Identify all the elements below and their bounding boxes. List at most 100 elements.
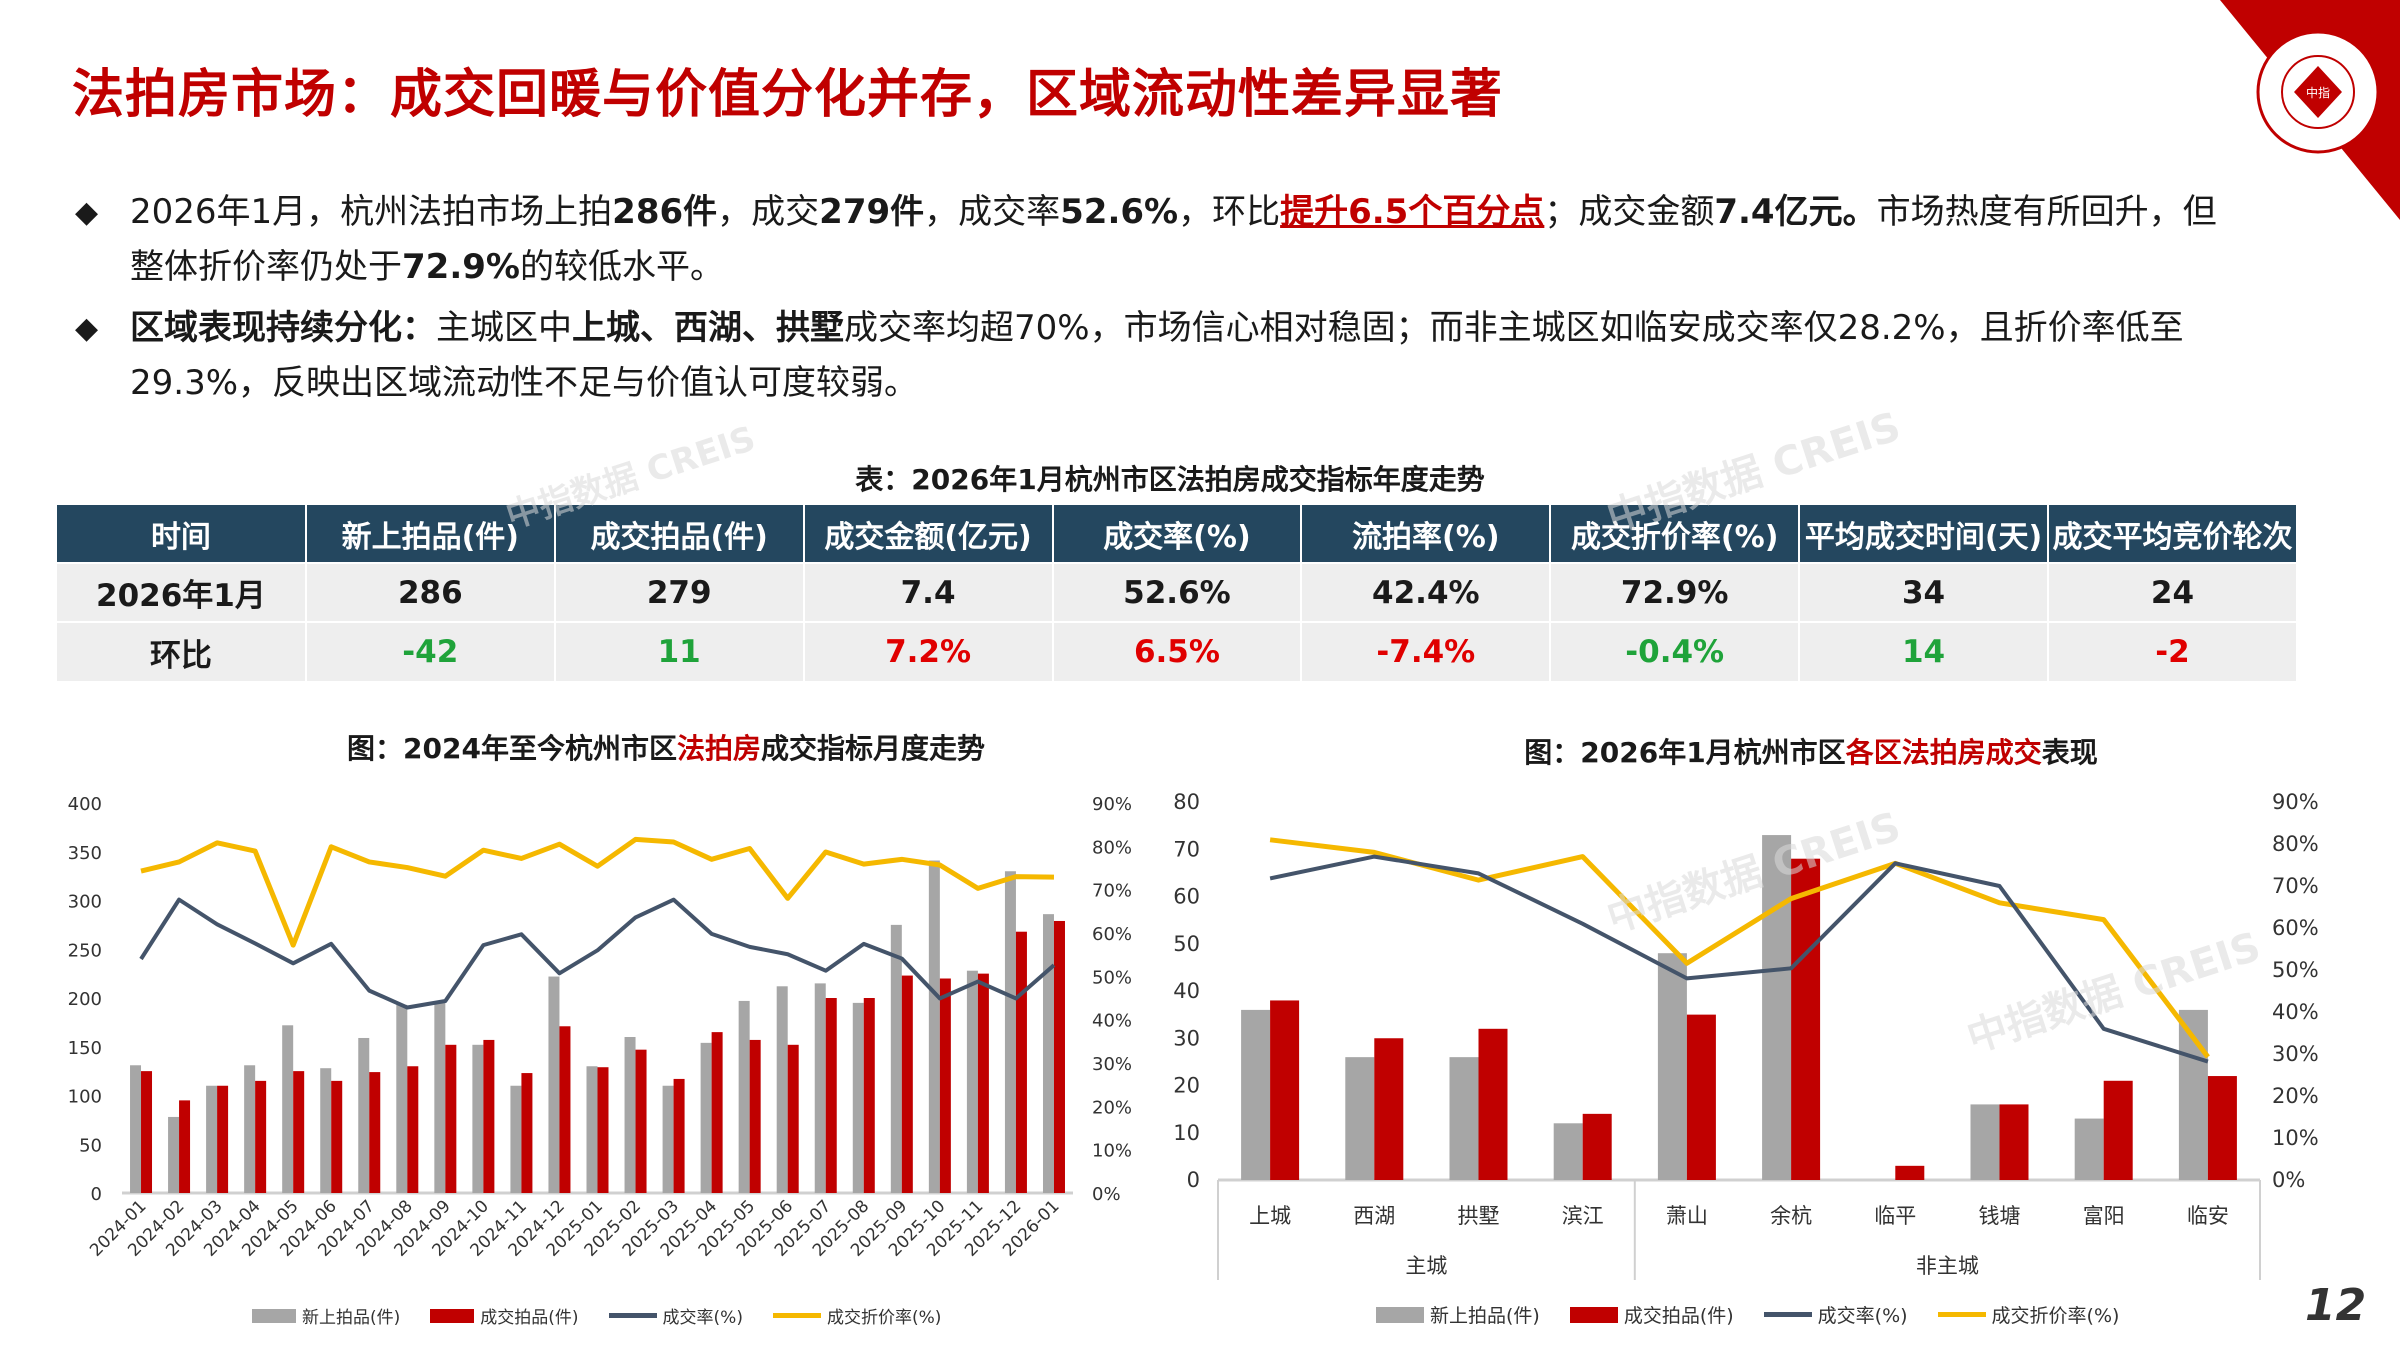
deal-bar	[255, 1080, 267, 1193]
new-listing-bar	[1657, 953, 1687, 1180]
bullet-highlight: 7.4亿元。	[1714, 192, 1877, 232]
column-header: 成交率(%)	[1052, 505, 1303, 563]
right-chart-title: 图：2026年1月杭州市区各区法拍房成交表现	[1524, 731, 2097, 771]
x-tick-label: 临平	[1874, 1204, 1916, 1228]
x-tick-label: 滨江	[1562, 1204, 1604, 1228]
table-cell: -0.4%	[1550, 621, 1801, 681]
new-listing-bar	[1241, 1009, 1271, 1180]
rate-line	[139, 897, 1056, 1010]
new-listing-bar	[1004, 871, 1016, 1193]
deal-bar	[863, 998, 875, 1193]
page-title: 法拍房市场：成交回暖与价值分化并存，区域流动性差异显著	[72, 65, 1504, 125]
deal-bar	[825, 998, 837, 1193]
legend-label: 成交折价率(%)	[826, 1308, 942, 1328]
deal-bar	[1582, 1113, 1612, 1180]
y-tick-label: 0	[91, 1184, 102, 1205]
table-cell: 6.5%	[1052, 621, 1303, 681]
left-legend: 新上拍品(件) 成交拍品(件) 成交率(%) 成交折价率(%)	[252, 1303, 941, 1328]
y2-tick-label: 0%	[2272, 1168, 2305, 1192]
discount-line	[140, 836, 1055, 948]
new-listing-bar	[586, 1066, 598, 1193]
bullet-text: ，成交	[717, 192, 820, 232]
deal-bar	[2103, 1080, 2133, 1180]
title-part: 图：2026年1月杭州市区	[1524, 736, 1846, 769]
legend-new: 新上拍品(件)	[252, 1303, 400, 1328]
y-tick-label: 40	[1173, 979, 1200, 1003]
new-listing-bar	[1345, 1057, 1375, 1180]
deal-bar	[445, 1044, 457, 1193]
legend-label: 新上拍品(件)	[1430, 1305, 1540, 1327]
legend-discount: 成交折价率(%)	[1937, 1301, 2120, 1328]
indicator-table: 时间 新上拍品(件) 成交拍品(件) 成交金额(亿元) 成交率(%) 流拍率(%) 成交折价…	[57, 505, 2298, 681]
bullet-text: 成交率均超70%，市场信心相对稳固；而非主城区如临安成交率仅28.2%，且折价率…	[130, 308, 2184, 403]
new-listing-bar	[434, 1002, 446, 1193]
new-listing-bar	[1553, 1123, 1583, 1180]
new-listing-bar	[472, 1044, 484, 1193]
new-listing-bar	[890, 924, 902, 1193]
y2-tick-label: 70%	[2272, 874, 2319, 898]
column-header: 时间	[57, 505, 307, 563]
rate-line	[1269, 854, 2209, 1064]
logo: 中指	[2220, 0, 2400, 220]
deal-bar	[1791, 858, 1821, 1180]
table-cell: 34	[1799, 562, 2049, 622]
new-listing-bar	[282, 1025, 294, 1193]
y-tick-label: 350	[68, 843, 102, 864]
title-part: 图：2024年至今杭州市区	[347, 732, 677, 765]
y2-tick-label: 50%	[2272, 958, 2319, 982]
table-cell: -7.4%	[1301, 621, 1552, 681]
y2-tick-label: 90%	[2272, 790, 2319, 814]
deal-bar	[977, 973, 989, 1193]
table-cell: 42.4%	[1301, 562, 1552, 622]
deal-bar	[141, 1071, 153, 1193]
new-listing-bar	[130, 1065, 142, 1193]
y-tick-label: 60	[1173, 885, 1200, 909]
y2-tick-label: 40%	[2272, 1000, 2319, 1024]
title-highlight: 法拍房	[676, 732, 761, 765]
deal-bar	[1686, 1014, 1716, 1180]
deal-bar	[787, 1044, 799, 1193]
table-title: 表：2026年1月杭州市区法拍房成交指标年度走势	[855, 463, 1485, 496]
y-tick-label: 50	[1173, 932, 1200, 956]
deal-bar	[293, 1071, 305, 1193]
y2-tick-label: 0%	[1092, 1184, 1121, 1205]
column-header: 成交拍品(件)	[554, 505, 805, 563]
right-legend: 新上拍品(件) 成交拍品(件) 成交率(%) 成交折价率(%)	[1376, 1301, 2119, 1328]
deal-bar	[369, 1072, 381, 1193]
deal-bar	[711, 1032, 723, 1193]
new-listing-bar	[738, 1000, 750, 1193]
y-tick-label: 250	[68, 940, 102, 961]
bullet-text: 市场热度有所回升，但整体折价率仍处于	[130, 192, 2217, 287]
table-cell: 7.2%	[803, 621, 1054, 681]
x-tick-label: 余杭	[1770, 1204, 1812, 1228]
summary-bullets: ◆ 2026年1月，杭州法拍市场上拍286件，成交279件，成交率52.6%，环比…	[75, 185, 2235, 417]
table-cell: 279	[554, 562, 805, 622]
y2-tick-label: 80%	[1092, 837, 1132, 858]
table-cell: 72.9%	[1550, 562, 1801, 622]
deal-bar	[1015, 931, 1027, 1193]
y2-tick-label: 30%	[1092, 1054, 1132, 1075]
new-listing-bar	[1970, 1104, 2000, 1180]
legend-label: 成交率(%)	[662, 1308, 743, 1328]
page-number: 12	[2305, 1280, 2367, 1331]
x-tick-label: 上城	[1249, 1204, 1291, 1228]
deal-bar	[1270, 1000, 1300, 1180]
deal-bar	[1053, 920, 1065, 1193]
y-tick-label: 50	[79, 1135, 102, 1156]
title-highlight: 各区法拍房成交	[1845, 736, 2042, 769]
legend-label: 成交拍品(件)	[480, 1308, 579, 1328]
new-listing-bar	[852, 1002, 864, 1193]
new-listing-bar	[320, 1068, 332, 1193]
deal-bar	[407, 1066, 419, 1193]
column-header: 成交平均竞价轮次	[2048, 505, 2298, 563]
column-header: 平均成交时间(天)	[1799, 505, 2049, 563]
y2-tick-label: 80%	[2272, 832, 2319, 856]
y2-tick-label: 30%	[2272, 1042, 2319, 1066]
bullet-text: 主城区中	[436, 308, 572, 348]
x-tick-label: 拱墅	[1458, 1204, 1500, 1228]
y-tick-label: 20	[1173, 1074, 1200, 1098]
legend-rate: 成交率(%)	[1763, 1301, 1908, 1328]
diamond-bullet-icon: ◆	[75, 195, 99, 230]
table-cell: 11	[554, 621, 805, 681]
legend-label: 成交折价率(%)	[1991, 1305, 2120, 1327]
